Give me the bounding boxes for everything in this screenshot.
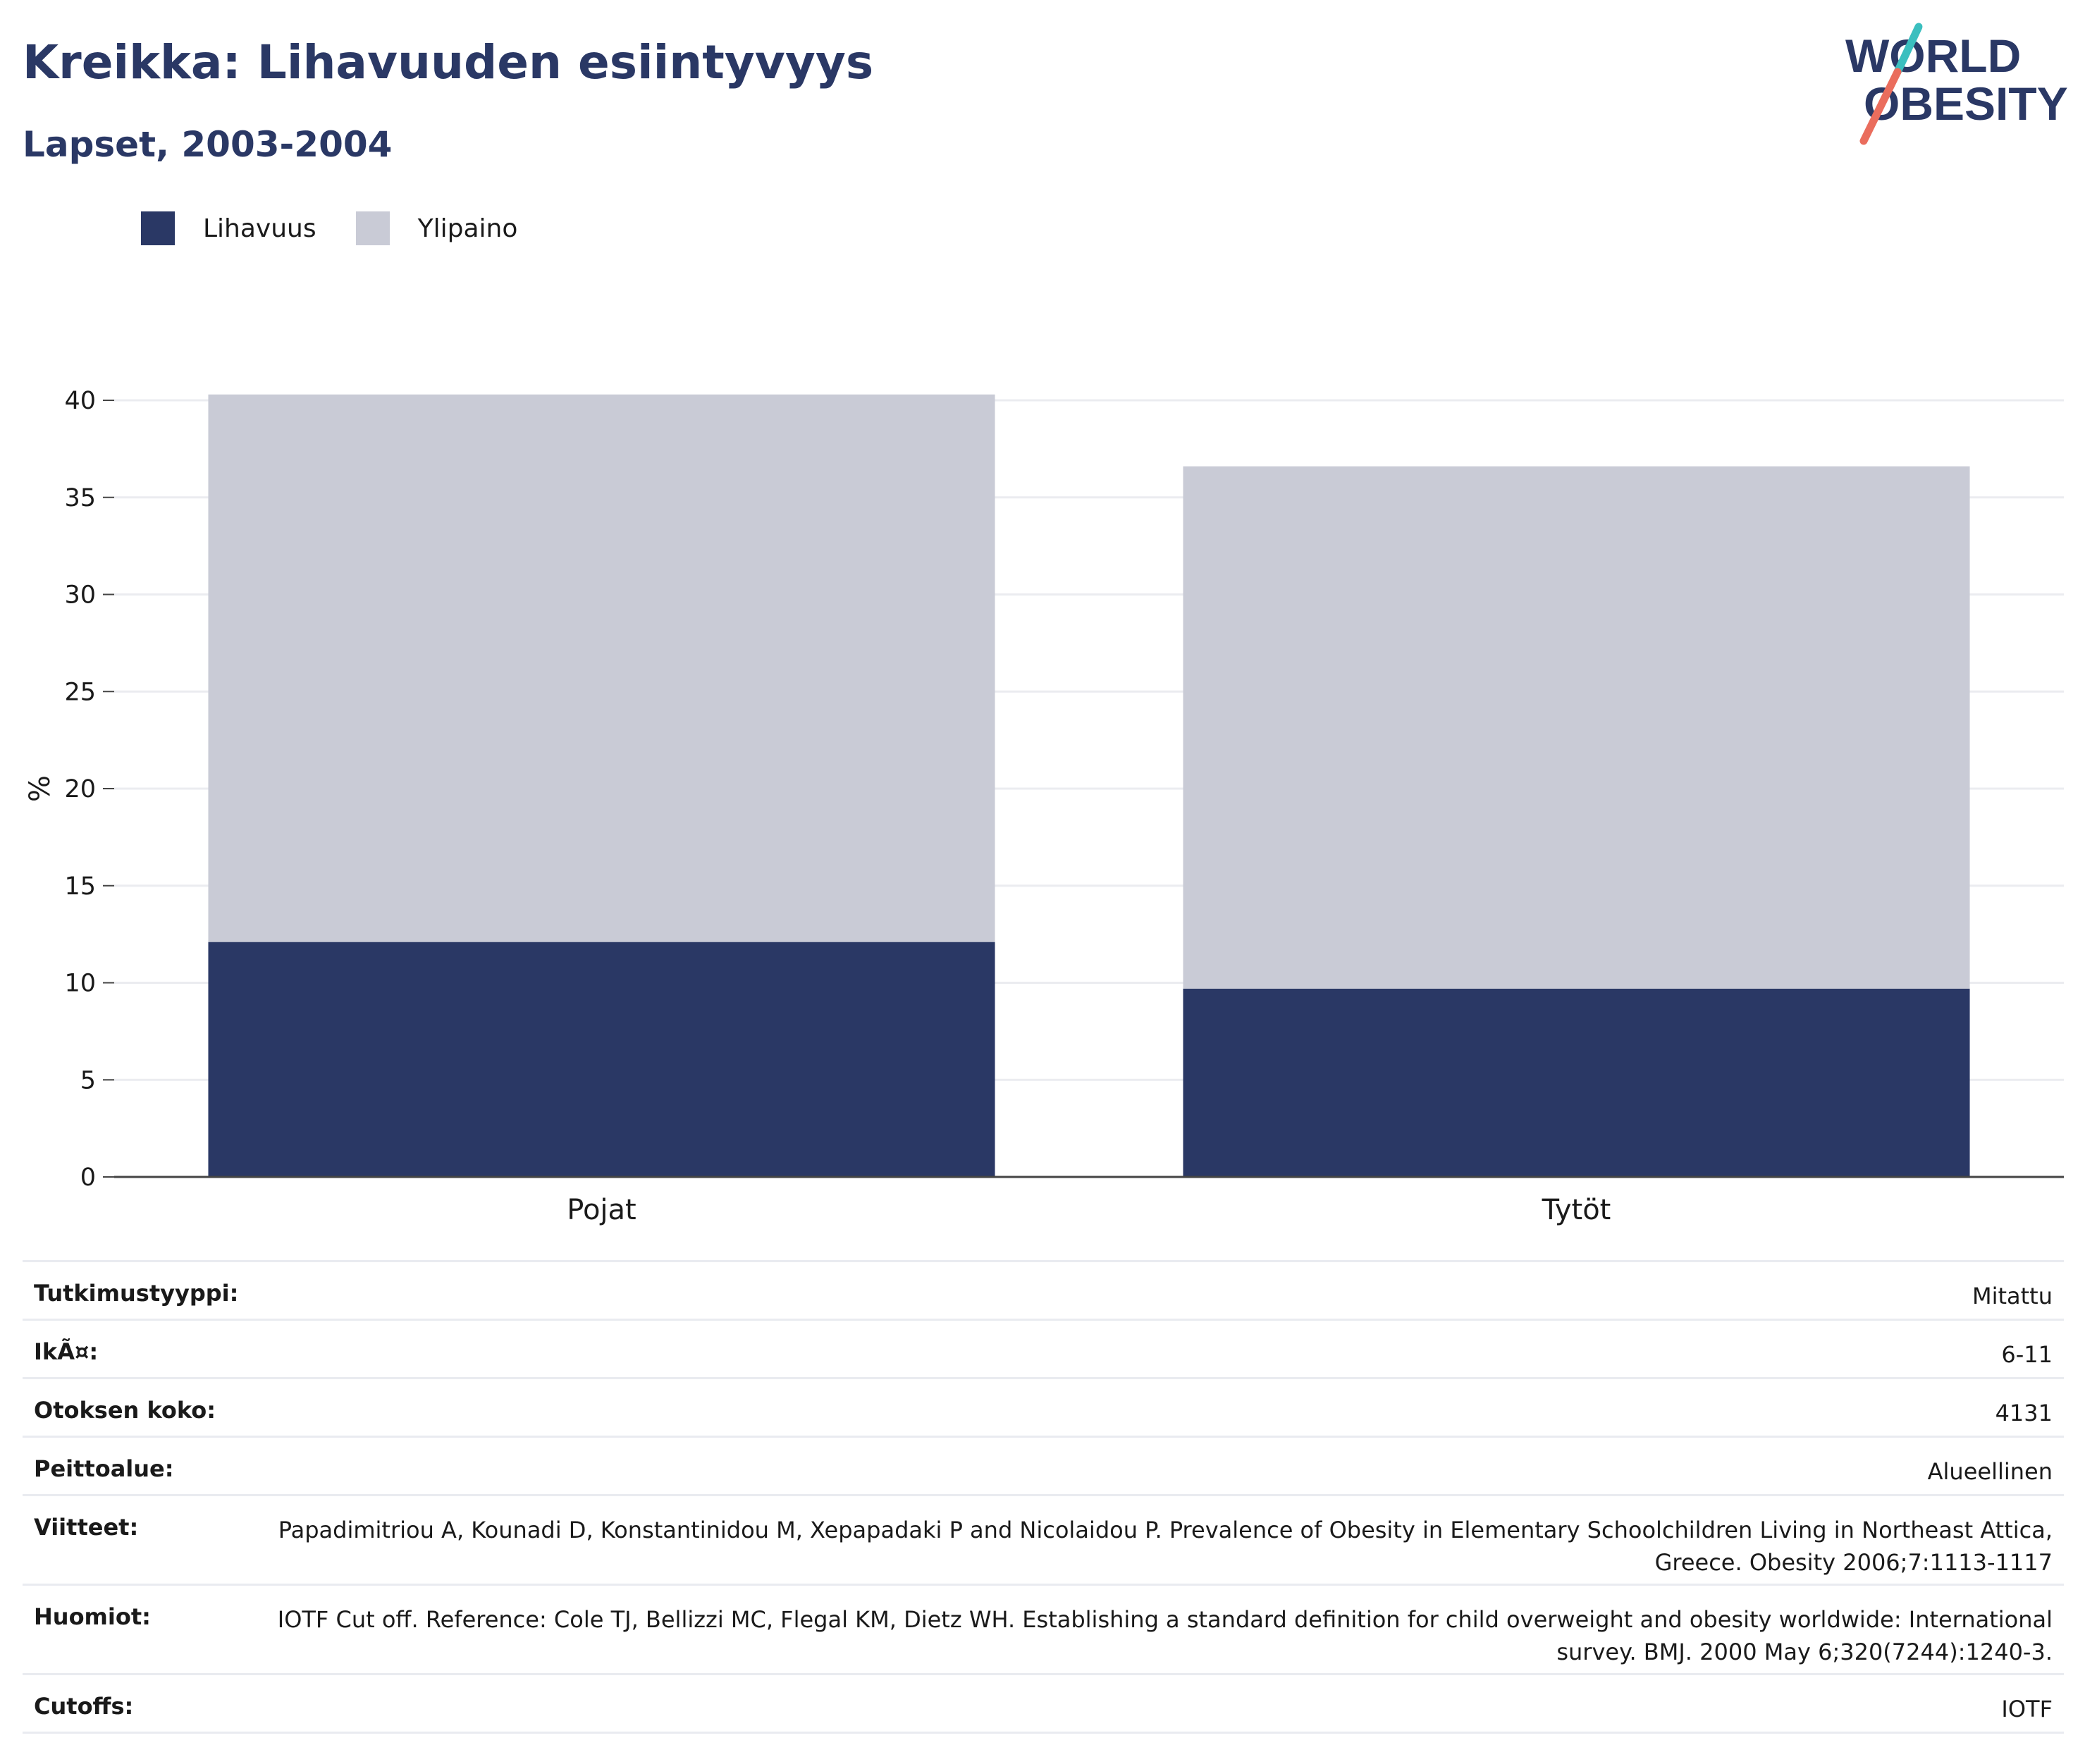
bar-ylipaino-1 bbox=[1183, 466, 1970, 989]
y-tick-label: 15 bbox=[64, 872, 96, 901]
y-tick-label: 20 bbox=[64, 775, 96, 803]
detail-value: Mitattu bbox=[250, 1260, 2064, 1320]
detail-row-study-type: Tutkimustyyppi: Mitattu bbox=[23, 1260, 2064, 1320]
world-obesity-logo: WORLD OBESITY bbox=[1845, 23, 2068, 145]
detail-row-cutoffs: Cutoffs: IOTF bbox=[23, 1673, 2064, 1734]
y-tick-label: 35 bbox=[64, 484, 96, 512]
y-tick-label: 0 bbox=[80, 1164, 96, 1192]
legend-label-ylipaino: Ylipaino bbox=[417, 214, 518, 243]
y-tick-label: 5 bbox=[80, 1066, 96, 1094]
legend-swatch-ylipaino bbox=[355, 211, 390, 245]
chart-title: Kreikka: Lihavuuden esiintyvyys bbox=[23, 35, 874, 90]
detail-row-coverage: Peittoalue: Alueellinen bbox=[23, 1436, 2064, 1495]
detail-label: Cutoffs: bbox=[23, 1673, 250, 1734]
detail-label: IkÃ¤: bbox=[23, 1319, 250, 1378]
detail-label: Tutkimustyyppi: bbox=[23, 1260, 250, 1320]
detail-row-age: IkÃ¤: 6-11 bbox=[23, 1319, 2064, 1378]
chart-legend: Lihavuus Ylipaino bbox=[141, 209, 557, 248]
legend-swatch-lihavuus bbox=[141, 211, 175, 245]
y-tick-label: 40 bbox=[64, 387, 96, 415]
logo-slash-coral bbox=[1859, 68, 1902, 145]
detail-value: 4131 bbox=[250, 1377, 2064, 1437]
detail-label: Peittoalue: bbox=[23, 1436, 250, 1495]
bar-lihavuus-0 bbox=[208, 942, 995, 1177]
detail-value: IOTF Cut off. Reference: Cole TJ, Belliz… bbox=[250, 1584, 2064, 1674]
logo-text-obesity: OBESITY bbox=[1864, 78, 2068, 130]
chart-subtitle: Lapset, 2003-2004 bbox=[23, 124, 393, 165]
logo-text-world: WORLD bbox=[1845, 30, 2021, 82]
bar-lihavuus-1 bbox=[1183, 988, 1970, 1177]
legend-label-lihavuus: Lihavuus bbox=[203, 214, 316, 243]
y-tick-label: 25 bbox=[64, 678, 96, 706]
detail-value: Papadimitriou A, Kounadi D, Konstantinid… bbox=[250, 1494, 2064, 1585]
detail-row-sample-size: Otoksen koko: 4131 bbox=[23, 1377, 2064, 1437]
detail-value: 6-11 bbox=[250, 1319, 2064, 1378]
y-tick-label: 30 bbox=[64, 581, 96, 610]
x-tick-label: Tytöt bbox=[1542, 1194, 1611, 1226]
detail-row-references: Viitteet: Papadimitriou A, Kounadi D, Ko… bbox=[23, 1494, 2064, 1585]
legend-item-lihavuus[interactable]: Lihavuus bbox=[141, 211, 316, 245]
detail-value: IOTF bbox=[250, 1673, 2064, 1734]
detail-value: Alueellinen bbox=[250, 1436, 2064, 1495]
detail-row-notes: Huomiot: IOTF Cut off. Reference: Cole T… bbox=[23, 1584, 2064, 1674]
detail-label: Huomiot: bbox=[23, 1584, 250, 1674]
y-tick-label: 10 bbox=[64, 970, 96, 998]
study-details-table: Tutkimustyyppi: Mitattu IkÃ¤: 6-11 Otoks… bbox=[23, 1260, 2064, 1734]
detail-label: Viitteet: bbox=[23, 1494, 250, 1585]
bar-ylipaino-0 bbox=[208, 394, 995, 942]
detail-label: Otoksen koko: bbox=[23, 1377, 250, 1437]
legend-item-ylipaino[interactable]: Ylipaino bbox=[355, 211, 518, 245]
stacked-bar-chart: 0 5 10 15 20 25 30 35 40% Pojat Tytöt bbox=[24, 387, 2064, 1226]
x-tick-label: Pojat bbox=[567, 1194, 636, 1226]
logo-slash-teal bbox=[1893, 23, 1923, 76]
y-axis-label: % bbox=[24, 775, 56, 802]
